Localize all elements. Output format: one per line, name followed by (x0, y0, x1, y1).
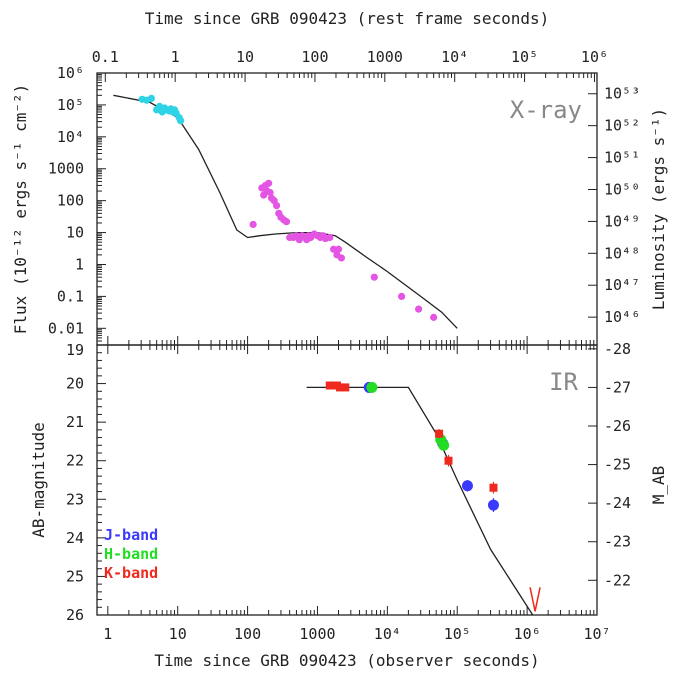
x-tick-label-top: 1000 (367, 48, 403, 66)
abs-mag-tick-label: -27 (604, 378, 631, 396)
luminosity-tick-label: 10⁴⁶ (604, 308, 640, 326)
mag-tick-label: 24 (66, 529, 84, 547)
x-tick-label-bottom: 1000 (299, 625, 335, 643)
mag-tick-label: 20 (66, 375, 84, 393)
mag-tick-label: 25 (66, 567, 84, 585)
h-band-point (438, 439, 450, 451)
bottom-axis-title: Time since GRB 090423 (observer seconds) (154, 651, 539, 670)
k-band-point (335, 383, 344, 392)
flux-tick-label: 10⁴ (57, 128, 84, 146)
top-axis-title: Time since GRB 090423 (rest frame second… (145, 9, 550, 28)
flux-tick-label: 10⁵ (57, 96, 84, 114)
mag-tick-label: 23 (66, 490, 84, 508)
x-tick-label-bottom: 10⁵ (444, 625, 471, 643)
abs-mag-tick-label: -25 (604, 456, 631, 474)
x-tick-label-bottom: 10⁷ (583, 625, 610, 643)
abs-mag-tick-label: -23 (604, 533, 631, 551)
xray-late-point (266, 188, 274, 197)
xray-late-point (370, 273, 378, 281)
x-tick-label-top: 1 (171, 48, 180, 66)
xray-late-point (334, 245, 343, 253)
xray-late-point (337, 254, 346, 262)
legend-h-band: H-band (104, 545, 158, 563)
xray-panel-label: X-ray (510, 96, 582, 124)
luminosity-tick-label: 10⁴⁸ (604, 244, 640, 262)
luminosity-tick-label: 10⁴⁹ (604, 212, 640, 230)
k-band-upper-limit-arrow (529, 587, 541, 612)
axis-ticks (97, 72, 598, 616)
x-tick-label-top: 10⁵ (511, 48, 538, 66)
model-curves (113, 94, 534, 616)
luminosity-axis-title: Luminosity (ergs s⁻¹) (649, 108, 668, 310)
h-band-point (366, 381, 378, 393)
flux-tick-label: 1000 (48, 160, 84, 178)
x-tick-label-bottom: 10 (169, 625, 187, 643)
mag-tick-label: 21 (66, 413, 84, 431)
x-tick-label-bottom: 1 (103, 625, 112, 643)
k-band-point (341, 383, 350, 392)
flux-tick-label: 0.01 (48, 319, 84, 337)
x-tick-label-bottom: 100 (234, 625, 261, 643)
xray-late-point (265, 179, 273, 187)
mag-tick-label: 26 (66, 606, 84, 624)
x-tick-label-top: 100 (301, 48, 328, 66)
xray-model-curve (113, 94, 458, 329)
x-tick-label-top: 0.1 (92, 48, 119, 66)
xray-late-point (326, 233, 334, 242)
flux-tick-label: 1 (75, 255, 84, 273)
abs-mag-tick-label: -24 (604, 494, 631, 512)
xray-late-point (329, 245, 338, 253)
ir-panel-label: IR (549, 368, 578, 396)
flux-axis-title: Flux (10⁻¹² ergs s⁻¹ cm⁻²) (11, 84, 30, 334)
xray-early-point (176, 117, 185, 125)
abs-mag-tick-label: -22 (604, 571, 631, 589)
luminosity-tick-label: 10⁵¹ (604, 149, 640, 167)
ir-model-curve (306, 386, 534, 616)
mag-tick-label: 19 (66, 341, 84, 359)
luminosity-tick-label: 10⁴⁷ (604, 276, 640, 294)
xray-late-point (282, 218, 291, 226)
x-tick-label-top: 10⁶ (581, 48, 608, 66)
xray-late-point (249, 220, 257, 229)
flux-tick-label: 0.1 (57, 287, 84, 305)
xray-late-point (272, 201, 281, 210)
abs-mag-tick-label: -26 (604, 417, 631, 435)
abs-mag-tick-label: -28 (604, 340, 631, 358)
ir-panel-frame (96, 344, 598, 616)
flux-tick-label: 10⁶ (57, 64, 84, 82)
j-band-point (487, 499, 499, 511)
flux-tick-label: 10 (66, 224, 84, 242)
luminosity-tick-label: 10⁵² (604, 117, 640, 135)
flux-tick-label: 100 (57, 192, 84, 210)
x-tick-label-bottom: 10⁶ (514, 625, 541, 643)
data-points (138, 94, 541, 612)
luminosity-tick-label: 10⁵⁰ (604, 180, 640, 198)
k-band-point (444, 456, 453, 465)
j-band-point (461, 480, 473, 492)
xray-late-point (398, 292, 406, 300)
mab-axis-title: M_AB (649, 466, 668, 505)
xray-late-point (415, 305, 423, 313)
mag-tick-label: 22 (66, 452, 84, 470)
x-tick-label-bottom: 10⁴ (374, 625, 401, 643)
legend-k-band: K-band (104, 564, 158, 582)
ab-magnitude-axis-title: AB-magnitude (29, 422, 48, 538)
luminosity-tick-label: 10⁵³ (604, 85, 640, 103)
x-tick-label-top: 10 (236, 48, 254, 66)
k-band-point (489, 483, 498, 492)
xray-late-point (430, 313, 438, 321)
xray-early-point (147, 94, 155, 102)
x-tick-label-top: 10⁴ (441, 48, 468, 66)
k-band-point (435, 429, 444, 438)
legend-j-band: J-band (104, 526, 158, 544)
